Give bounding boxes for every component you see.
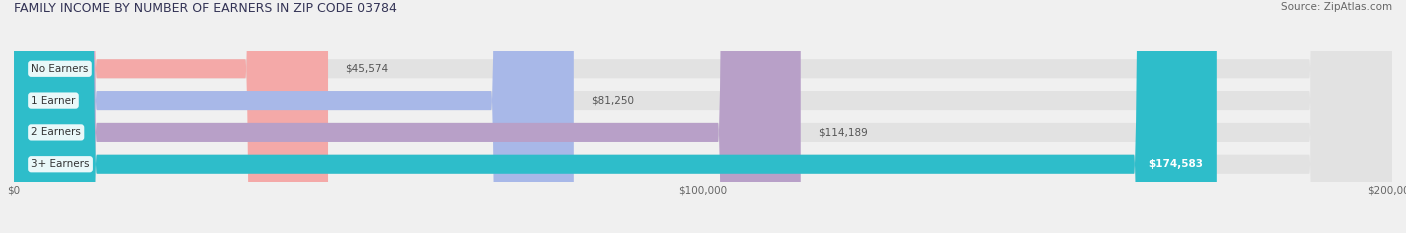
- Text: Source: ZipAtlas.com: Source: ZipAtlas.com: [1281, 2, 1392, 12]
- Text: $114,189: $114,189: [818, 127, 868, 137]
- FancyBboxPatch shape: [14, 0, 1392, 233]
- Text: 1 Earner: 1 Earner: [31, 96, 76, 106]
- FancyBboxPatch shape: [14, 0, 328, 233]
- FancyBboxPatch shape: [14, 0, 1392, 233]
- Text: FAMILY INCOME BY NUMBER OF EARNERS IN ZIP CODE 03784: FAMILY INCOME BY NUMBER OF EARNERS IN ZI…: [14, 2, 396, 15]
- Text: 2 Earners: 2 Earners: [31, 127, 82, 137]
- Text: $174,583: $174,583: [1149, 159, 1204, 169]
- FancyBboxPatch shape: [14, 0, 1392, 233]
- FancyBboxPatch shape: [14, 0, 1216, 233]
- FancyBboxPatch shape: [14, 0, 574, 233]
- Text: No Earners: No Earners: [31, 64, 89, 74]
- Text: $45,574: $45,574: [346, 64, 388, 74]
- FancyBboxPatch shape: [14, 0, 1392, 233]
- FancyBboxPatch shape: [14, 0, 801, 233]
- Text: $81,250: $81,250: [591, 96, 634, 106]
- Text: 3+ Earners: 3+ Earners: [31, 159, 90, 169]
